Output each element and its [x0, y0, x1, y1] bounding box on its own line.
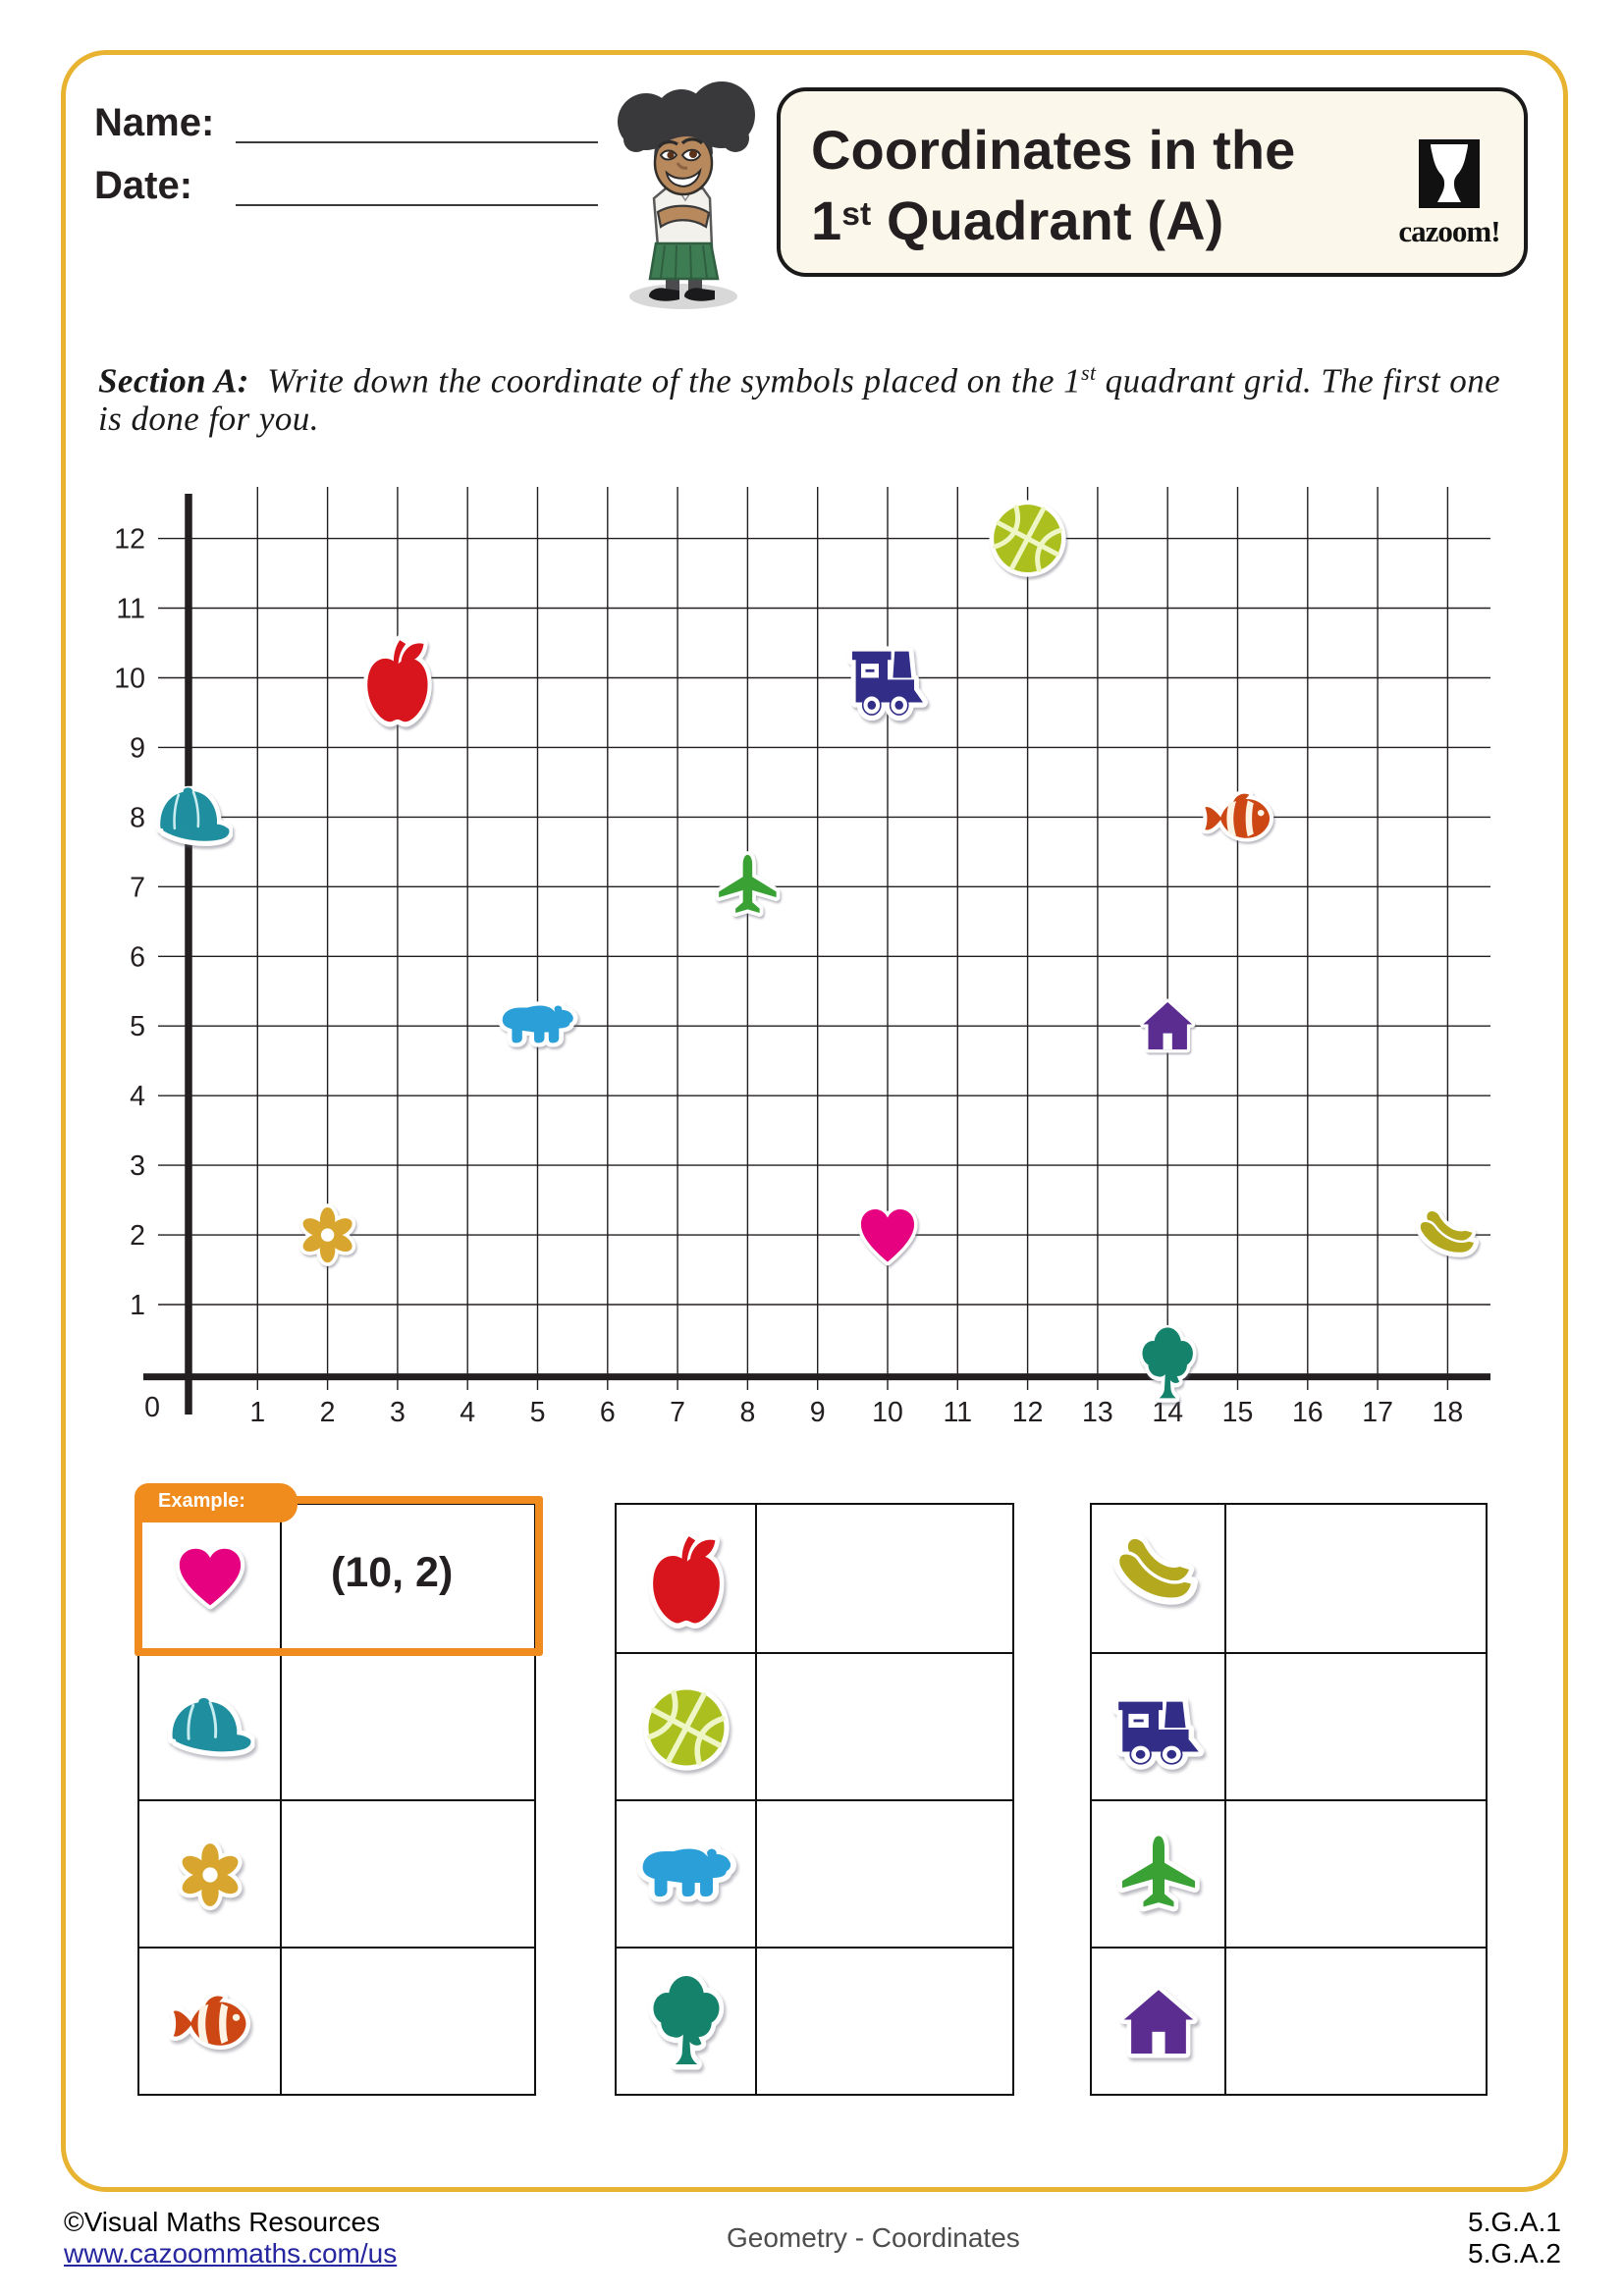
svg-text:8: 8: [739, 1397, 755, 1428]
svg-text:15: 15: [1222, 1397, 1254, 1428]
svg-text:10: 10: [114, 664, 145, 695]
svg-text:13: 13: [1082, 1397, 1113, 1428]
svg-text:2: 2: [130, 1220, 145, 1252]
svg-text:9: 9: [130, 732, 145, 764]
svg-text:0: 0: [144, 1392, 160, 1423]
svg-text:6: 6: [130, 941, 145, 973]
svg-text:12: 12: [114, 524, 145, 556]
svg-text:11: 11: [944, 1397, 973, 1428]
svg-text:17: 17: [1362, 1397, 1393, 1428]
svg-text:11: 11: [116, 594, 145, 625]
svg-text:3: 3: [130, 1150, 145, 1182]
svg-text:4: 4: [130, 1081, 145, 1112]
svg-text:4: 4: [460, 1397, 475, 1428]
svg-text:9: 9: [810, 1397, 826, 1428]
svg-text:3: 3: [390, 1397, 406, 1428]
svg-text:8: 8: [130, 802, 145, 833]
svg-text:16: 16: [1292, 1397, 1324, 1428]
svg-text:10: 10: [872, 1397, 903, 1428]
svg-text:7: 7: [130, 872, 145, 903]
svg-text:5: 5: [130, 1011, 145, 1042]
svg-text:1: 1: [130, 1290, 145, 1321]
svg-text:12: 12: [1012, 1397, 1044, 1428]
svg-text:2: 2: [320, 1397, 336, 1428]
svg-text:5: 5: [530, 1397, 546, 1428]
svg-text:7: 7: [670, 1397, 685, 1428]
svg-text:6: 6: [600, 1397, 616, 1428]
svg-text:1: 1: [249, 1397, 265, 1428]
svg-text:18: 18: [1433, 1397, 1464, 1428]
